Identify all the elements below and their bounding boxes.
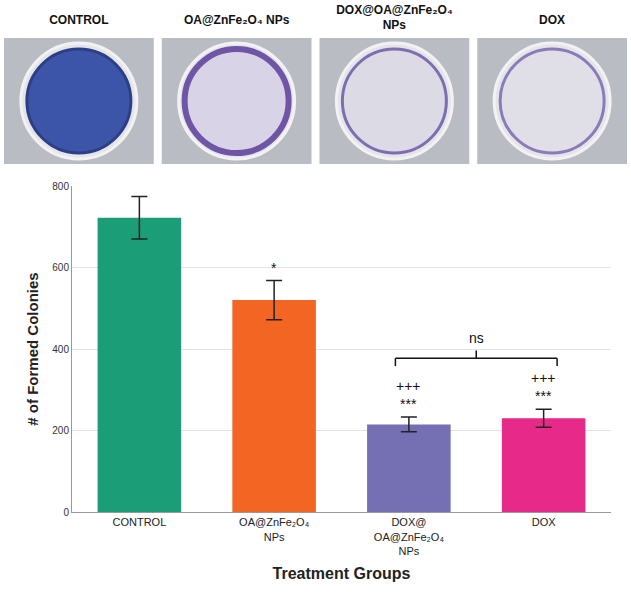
svg-text:*: * <box>271 260 277 276</box>
svg-text:NPs: NPs <box>383 18 407 32</box>
svg-text:Treatment Groups: Treatment Groups <box>273 565 411 582</box>
svg-text:DOX@OA@ZnFe₂O₄NPs: DOX@OA@ZnFe₂O₄NPs <box>374 516 445 557</box>
svg-text:600: 600 <box>52 262 69 273</box>
svg-text:# of Formed Colonies: # of Formed Colonies <box>24 272 41 425</box>
svg-text:DOX@OA@ZnFe₂O₄: DOX@OA@ZnFe₂O₄ <box>336 3 453 17</box>
svg-text:DOX: DOX <box>532 516 557 528</box>
svg-text:CONTROL: CONTROL <box>112 516 166 528</box>
svg-text:ns: ns <box>469 330 484 346</box>
svg-text:CONTROL: CONTROL <box>49 13 108 27</box>
svg-text:200: 200 <box>52 425 69 436</box>
svg-text:+++***: +++*** <box>396 378 421 412</box>
svg-text:DOX: DOX <box>539 13 565 27</box>
svg-text:400: 400 <box>52 344 69 355</box>
svg-text:OA@ZnFe₂O₄ NPs: OA@ZnFe₂O₄ NPs <box>184 13 290 27</box>
svg-text:+++***: +++*** <box>531 370 556 404</box>
svg-text:0: 0 <box>63 507 69 518</box>
svg-text:800: 800 <box>52 181 69 192</box>
svg-text:OA@ZnFe₂O₄NPs: OA@ZnFe₂O₄NPs <box>239 516 310 542</box>
